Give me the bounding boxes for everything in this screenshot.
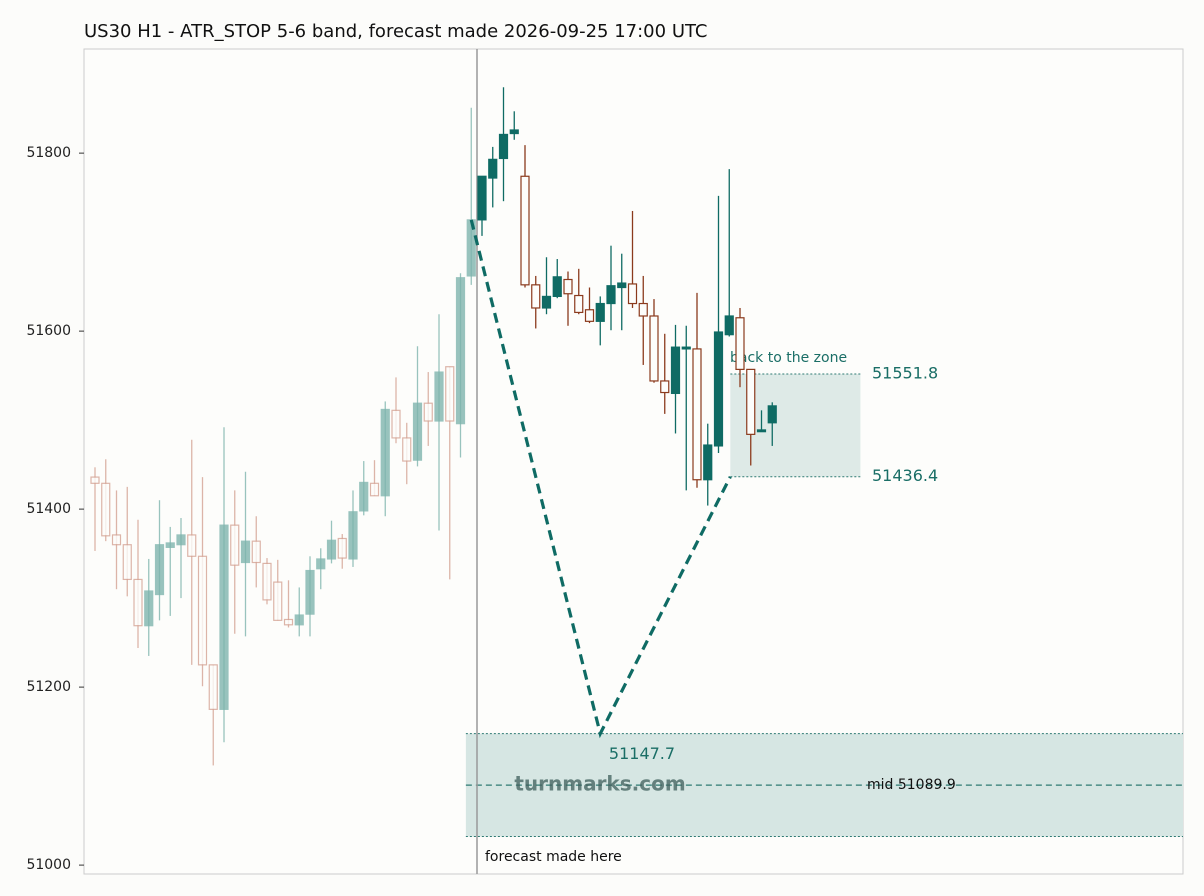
candle-body: [455, 277, 466, 425]
zone-label: 51147.7: [609, 744, 675, 763]
candle-body: [434, 371, 444, 422]
zone: [465, 733, 1183, 837]
candle-body: [219, 524, 229, 710]
candle-body: [498, 133, 509, 160]
candle-body: [767, 405, 777, 424]
candle-body: [144, 590, 154, 627]
y-tick-label: 51600: [26, 323, 71, 339]
candle-body: [638, 302, 648, 317]
candle-body: [649, 315, 659, 382]
candle-body: [660, 380, 670, 394]
candle-body: [541, 295, 552, 309]
candle-body: [746, 368, 756, 435]
candle-body: [294, 614, 304, 626]
zone-label: 51436.4: [872, 466, 938, 485]
candle-body: [262, 562, 272, 601]
candle-body: [283, 618, 294, 626]
y-tick-label: 51200: [26, 679, 71, 695]
candle-body: [240, 540, 251, 564]
candle-body: [369, 482, 380, 497]
candle-body: [713, 331, 724, 447]
candle-body: [165, 542, 175, 548]
forecast-path: [469, 219, 732, 739]
candle-body: [574, 294, 584, 314]
candle-body: [197, 555, 208, 666]
candle-body: [724, 315, 734, 336]
candle-body: [692, 348, 702, 481]
candle-body: [617, 282, 627, 289]
candle-body: [681, 346, 691, 350]
candle-body: [423, 402, 433, 422]
candle-body: [122, 544, 132, 581]
candle-body: [176, 534, 186, 546]
candle-body: [316, 558, 326, 570]
candle-body: [230, 524, 240, 566]
forecast-label: forecast made here: [485, 849, 622, 865]
candle-body: [563, 278, 573, 295]
zone-label: 51551.8: [872, 364, 938, 383]
y-tick-label: 51000: [26, 857, 71, 873]
candle-body: [111, 534, 122, 546]
candle-body: [477, 175, 487, 221]
candle-body: [552, 276, 562, 298]
candle-body: [208, 664, 218, 710]
zone-note: back to the zone: [730, 350, 847, 366]
candle-body: [348, 511, 358, 560]
candle-body: [412, 402, 423, 461]
y-tick-label: 51800: [26, 145, 71, 161]
candle-body: [445, 366, 455, 422]
candle-body: [606, 285, 616, 305]
candle-body: [703, 444, 713, 481]
candle-body: [756, 429, 767, 433]
watermark: turnmarks.com: [514, 772, 685, 796]
candle-body: [380, 408, 390, 497]
candle-body: [735, 317, 745, 370]
candle-body: [402, 437, 412, 462]
candle-body: [584, 309, 595, 322]
candle-body: [359, 481, 369, 512]
candle-body: [154, 544, 165, 596]
candle-body: [90, 476, 100, 484]
candle-body: [391, 409, 401, 439]
candle-body: [520, 175, 530, 286]
candle-body: [305, 569, 315, 615]
candle-body: [595, 302, 605, 322]
candle-body: [627, 283, 638, 305]
candle-body: [509, 129, 519, 135]
candle-body: [670, 346, 681, 395]
y-tick-label: 51400: [26, 501, 71, 517]
mid-label: mid 51089.9: [867, 777, 956, 793]
candle-body: [531, 284, 541, 309]
candle-body: [133, 578, 143, 627]
chart-title: US30 H1 - ATR_STOP 5-6 band, forecast ma…: [84, 21, 708, 42]
candle-body: [251, 540, 261, 564]
candle-body: [101, 482, 111, 537]
candle-body: [187, 534, 197, 557]
candle-body: [273, 581, 283, 621]
candle-body: [337, 537, 347, 559]
candle-body: [326, 539, 337, 560]
candle-body: [488, 158, 498, 179]
